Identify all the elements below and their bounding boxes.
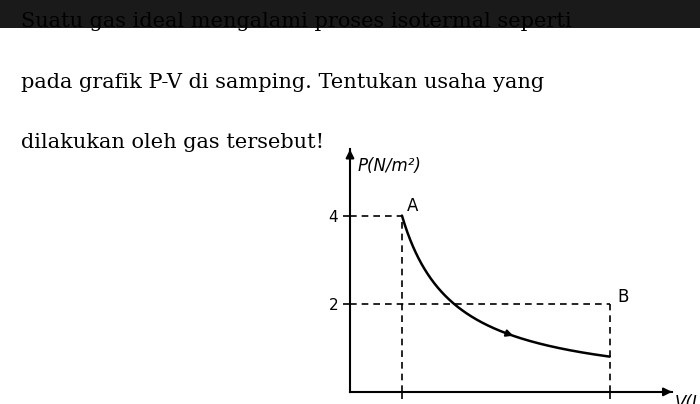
- Text: pada grafik P-V di samping. Tentukan usaha yang: pada grafik P-V di samping. Tentukan usa…: [21, 73, 544, 92]
- Text: B: B: [617, 288, 629, 305]
- Text: V(L): V(L): [675, 394, 700, 404]
- Text: Suatu gas ideal mengalami proses isotermal seperti: Suatu gas ideal mengalami proses isoterm…: [21, 12, 572, 31]
- Text: dilakukan oleh gas tersebut!: dilakukan oleh gas tersebut!: [21, 133, 324, 152]
- Text: P(N/m²): P(N/m²): [358, 157, 421, 175]
- Text: A: A: [407, 197, 419, 215]
